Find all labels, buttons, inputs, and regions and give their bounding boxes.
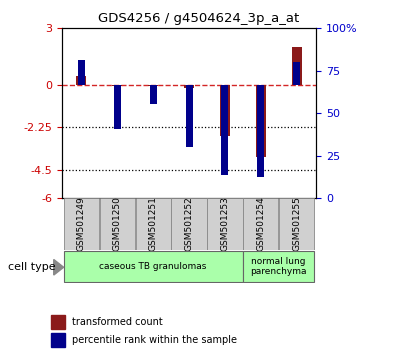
Bar: [185, 85, 193, 147]
Bar: [243, 251, 314, 281]
Text: GDS4256 / g4504624_3p_a_at: GDS4256 / g4504624_3p_a_at: [98, 12, 300, 25]
Bar: [148, 85, 158, 86]
Bar: [256, 85, 266, 157]
Bar: [64, 198, 99, 250]
Bar: [184, 85, 194, 88]
Text: GSM501251: GSM501251: [149, 196, 158, 251]
Bar: [279, 198, 314, 250]
Bar: [207, 198, 242, 250]
Bar: [64, 251, 242, 281]
Bar: [293, 62, 300, 85]
Text: normal lung
parenchyma: normal lung parenchyma: [250, 257, 307, 276]
Bar: [114, 85, 121, 129]
Text: transformed count: transformed count: [72, 317, 162, 327]
Text: GSM501249: GSM501249: [77, 196, 86, 251]
Text: GSM501252: GSM501252: [185, 196, 193, 251]
Bar: [172, 198, 207, 250]
Bar: [76, 75, 86, 85]
Text: GSM501255: GSM501255: [292, 196, 301, 251]
Bar: [112, 85, 122, 86]
Bar: [257, 85, 264, 177]
Bar: [220, 85, 230, 136]
Text: percentile rank within the sample: percentile rank within the sample: [72, 336, 237, 346]
Bar: [136, 198, 171, 250]
Bar: [292, 47, 302, 85]
Bar: [100, 198, 135, 250]
Bar: [51, 333, 65, 347]
Text: GSM501253: GSM501253: [220, 196, 229, 251]
Text: cell type: cell type: [8, 262, 56, 272]
Bar: [150, 85, 157, 104]
Text: GSM501254: GSM501254: [256, 196, 265, 251]
Polygon shape: [54, 259, 64, 275]
Bar: [51, 315, 65, 329]
Text: caseous TB granulomas: caseous TB granulomas: [100, 262, 207, 271]
Bar: [78, 61, 85, 85]
Bar: [243, 198, 278, 250]
Text: GSM501250: GSM501250: [113, 196, 122, 251]
Bar: [221, 85, 228, 175]
